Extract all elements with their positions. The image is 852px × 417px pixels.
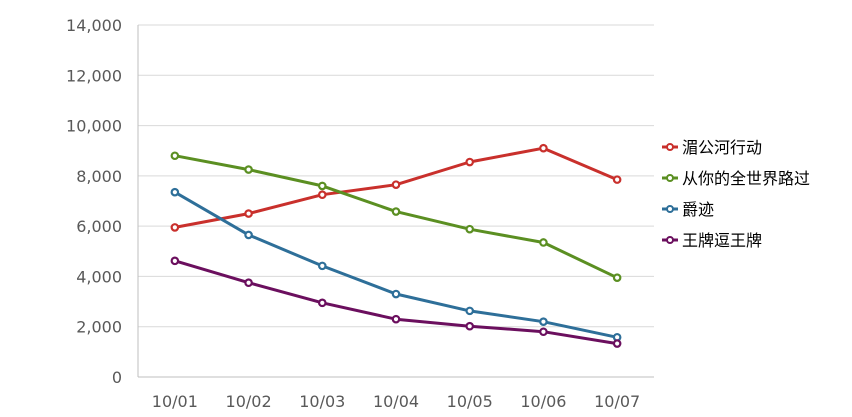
data-point	[539, 143, 548, 153]
legend-item: 从你的全世界路过	[662, 169, 810, 188]
data-point	[244, 230, 253, 240]
y-tick-label: 8,000	[76, 167, 122, 186]
legend-label: 湄公河行动	[682, 138, 762, 157]
data-point	[244, 165, 253, 174]
legend-item: 湄公河行动	[662, 138, 762, 157]
series-group	[170, 151, 622, 282]
data-point	[317, 190, 327, 200]
data-point	[465, 157, 475, 167]
x-tick-label: 10/04	[373, 392, 419, 411]
series-line	[173, 154, 619, 280]
x-tick-label: 10/07	[594, 392, 640, 411]
y-tick-label: 6,000	[76, 217, 122, 236]
legend-marker-swatch	[666, 236, 674, 244]
y-tick-label: 10,000	[66, 117, 122, 136]
gridlines	[138, 24, 654, 378]
legend-marker-swatch	[666, 143, 674, 151]
y-tick-label: 14,000	[66, 16, 122, 35]
data-point	[539, 317, 548, 326]
x-tick-label: 10/01	[152, 392, 198, 411]
legend-marker-swatch	[666, 205, 674, 213]
data-point	[317, 261, 327, 271]
data-point	[612, 273, 622, 282]
y-tick-label: 0	[112, 368, 122, 387]
data-point	[465, 306, 475, 316]
legend-item: 爵迹	[662, 200, 714, 219]
data-point	[391, 180, 401, 189]
y-tick-label: 4,000	[76, 267, 122, 286]
legend-marker-swatch	[666, 174, 674, 182]
data-point	[391, 314, 401, 324]
legend-label: 王牌逗王牌	[682, 231, 762, 250]
series-group	[170, 256, 622, 348]
legend-label: 从你的全世界路过	[682, 169, 810, 188]
x-tick-label: 10/06	[520, 392, 566, 411]
data-point	[170, 151, 180, 161]
data-point	[170, 223, 180, 232]
data-point	[539, 238, 548, 247]
data-point	[170, 256, 180, 266]
y-tick-label: 2,000	[76, 318, 122, 337]
legend-label: 爵迹	[682, 200, 714, 219]
x-tick-label: 10/05	[447, 392, 493, 411]
data-point	[244, 278, 253, 288]
data-point	[317, 298, 327, 308]
series-line	[173, 259, 619, 346]
plot-series	[170, 143, 622, 348]
data-point	[391, 289, 401, 299]
data-point	[612, 175, 622, 184]
data-point	[539, 327, 548, 337]
data-point	[465, 224, 475, 234]
legend-item: 王牌逗王牌	[662, 231, 762, 250]
data-point	[170, 187, 180, 197]
series-group	[170, 187, 622, 342]
x-tick-label: 10/02	[226, 392, 272, 411]
data-point	[244, 209, 253, 218]
series-group	[170, 143, 622, 232]
axes: 0 2,000 4,000 6,000 8,000 10,000 12,000 14,000 1…	[66, 16, 640, 411]
data-point	[465, 321, 475, 331]
y-tick-label: 12,000	[66, 66, 122, 85]
data-point	[317, 181, 327, 191]
x-tick-label: 10/03	[299, 392, 345, 411]
data-point	[391, 207, 401, 216]
data-point	[612, 339, 622, 348]
